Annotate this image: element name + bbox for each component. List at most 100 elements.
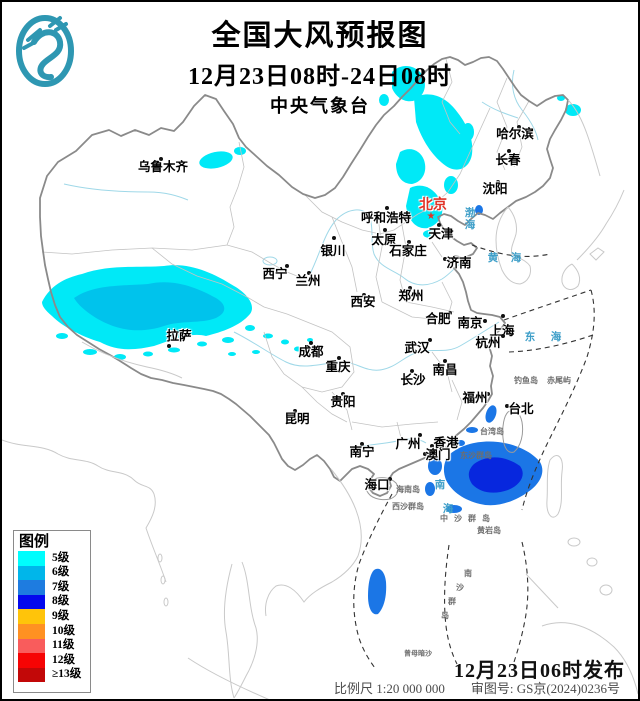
city-label-拉萨: 拉萨 (166, 328, 192, 343)
island-label-海南岛: 海南岛 (396, 485, 420, 494)
city-label-哈尔滨: 哈尔滨 (496, 126, 534, 141)
island-label-南沙群岛: 岛 (441, 611, 449, 620)
city-dot-广州 (418, 433, 422, 437)
city-label-兰州: 兰州 (295, 273, 321, 288)
city-label-成都: 成都 (298, 344, 324, 359)
city-dot-天津 (437, 223, 441, 227)
city-label-重庆: 重庆 (325, 359, 351, 374)
city-label-杭州: 杭州 (475, 335, 501, 350)
island-label-南沙群岛: 群 (448, 597, 456, 606)
island-label-赤尾屿: 赤尾屿 (547, 376, 571, 385)
city-label-澳门: 澳门 (425, 447, 451, 462)
city-label-太原: 太原 (371, 232, 397, 247)
city-dot-长沙 (410, 369, 414, 373)
city-dot-哈尔滨 (517, 125, 521, 129)
city-dot-太原 (383, 228, 387, 232)
forecast-period: 12月23日08时-24日08时 (188, 64, 452, 90)
city-label-郑州: 郑州 (398, 288, 424, 303)
rivers (63, 69, 539, 449)
agency-name: 中央气象台 (270, 96, 370, 116)
legend-swatch-10级 (18, 623, 45, 639)
city-dot-贵阳 (341, 392, 345, 396)
national-border (39, 56, 569, 497)
legend-label-12级: 12级 (52, 653, 75, 666)
legend-box: 图例 5级 6级 7级 8级 9级 10级 11级 12级 ≥13级 (13, 530, 91, 693)
legend-item-6级: 6级 (18, 565, 90, 581)
city-dot-呼和浩特 (385, 206, 389, 210)
city-dot-银川 (332, 236, 336, 240)
cma-logo (16, 15, 74, 87)
city-dot-南京 (483, 319, 487, 323)
island-label-南沙群岛: 南 (464, 569, 472, 578)
legend-label-8级: 8级 (52, 595, 70, 608)
island-label-西沙群岛: 西沙群岛 (392, 502, 424, 511)
city-dot-西宁 (285, 264, 289, 268)
city-dot-合肥 (448, 311, 452, 315)
city-label-乌鲁木齐: 乌鲁木齐 (137, 159, 189, 174)
city-dot-成都 (309, 341, 313, 345)
legend-item-12级: 12级 (18, 653, 90, 668)
city-label-南昌: 南昌 (432, 362, 458, 377)
sea-label-东海: 东 (524, 331, 536, 343)
map-scale-info: 比例尺 1:20 000 000 审图号: GS京(2024)0236号 (334, 678, 620, 697)
capital-star-marker: ★ (426, 211, 436, 222)
city-dot-杭州 (501, 334, 505, 338)
scale-text: 比例尺 1:20 000 000 (334, 681, 445, 696)
city-label-台北: 台北 (508, 401, 534, 416)
city-label-合肥: 合肥 (425, 311, 451, 326)
legend-label-5级: 5级 (52, 551, 70, 564)
city-label-济南: 济南 (446, 255, 472, 270)
legend-swatch-≥13级 (18, 667, 45, 683)
page-title: 全国大风预报图 (211, 20, 429, 52)
city-label-呼和浩特: 呼和浩特 (360, 210, 412, 225)
legend-swatch-12级 (18, 653, 45, 668)
city-dot-上海 (501, 314, 505, 318)
sea-label-东海: 海 (550, 331, 562, 343)
city-dot-武汉 (428, 338, 432, 342)
sea-label-渤海: 海 (464, 219, 476, 231)
city-label-昆明: 昆明 (284, 411, 310, 426)
sea-label-黄海: 黄 (487, 252, 499, 264)
city-label-长春: 长春 (495, 152, 521, 167)
wind-area-gale8 (468, 457, 523, 493)
legend-item-10级: 10级 (18, 623, 90, 639)
city-label-海口: 海口 (364, 477, 390, 492)
city-label-银川: 银川 (320, 243, 346, 258)
city-dot-香港 (430, 444, 434, 448)
city-dot-长春 (507, 149, 511, 153)
sea-label-南海: 南 (434, 479, 446, 491)
city-dot-澳门 (423, 452, 427, 456)
city-dot-济南 (443, 257, 447, 261)
legend-swatch-6级 (18, 565, 45, 581)
legend-item-5级: 5级 (18, 551, 90, 566)
city-label-西安: 西安 (350, 294, 376, 309)
city-label-长沙: 长沙 (400, 372, 426, 387)
legend-swatch-7级 (18, 580, 45, 595)
capital-label-北京: 北京 (419, 198, 447, 213)
release-time: 12月23日06时发布 (454, 660, 625, 682)
city-label-广州: 广州 (395, 436, 421, 451)
wind-area-gale6 (74, 282, 225, 331)
island-label-东沙群岛: 东沙群岛 (460, 451, 492, 460)
city-label-天津: 天津 (428, 226, 454, 241)
legend-swatch-9级 (18, 609, 45, 624)
city-label-南京: 南京 (457, 315, 483, 330)
sea-label-渤海: 渤 (464, 207, 476, 219)
city-label-上海: 上海 (489, 323, 515, 338)
legend-title: 图例 (19, 534, 50, 550)
city-dot-兰州 (307, 271, 311, 275)
city-label-石家庄: 石家庄 (389, 243, 427, 258)
city-dot-台北 (505, 404, 509, 408)
legend-rows: 5级 6级 7级 8级 9级 10级 11级 12级 ≥13级 (18, 551, 90, 683)
legend-label-6级: 6级 (52, 566, 70, 579)
sea-label-南海: 海 (442, 503, 454, 515)
island-label-南沙群岛: 沙 (456, 583, 464, 592)
city-dot-石家庄 (407, 240, 411, 244)
foreign-coastlines (2, 99, 638, 699)
city-dot-海口 (388, 477, 392, 481)
island-label-台湾岛: 台湾岛 (480, 427, 504, 436)
city-dot-沈阳 (496, 180, 500, 184)
legend-item-11级: 11级 (18, 638, 90, 654)
